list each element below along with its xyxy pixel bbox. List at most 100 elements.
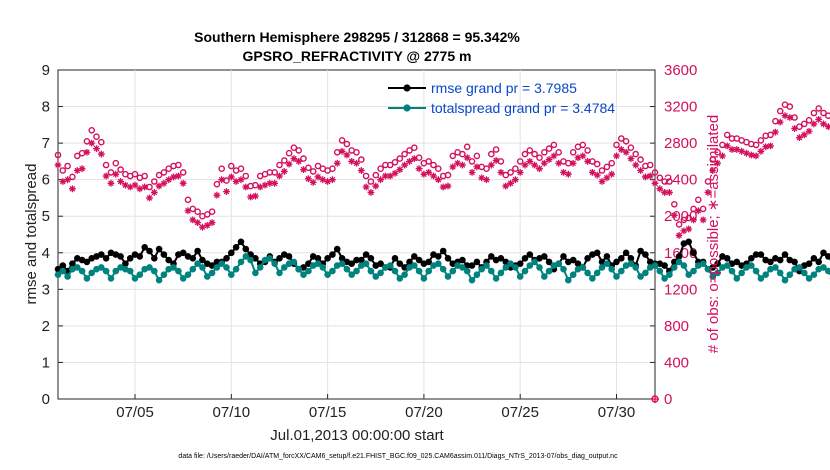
totalspread-point [319,264,327,271]
obs-possible-point [290,144,298,151]
rmse-point [146,247,153,255]
obs-assimilated-point [146,194,153,202]
totalspread-point [247,256,254,264]
obs-assimilated-point [564,170,572,178]
obs-possible-point [497,158,505,165]
obs-possible-point [695,196,702,204]
rmse-point [791,258,798,266]
rmse-point [497,254,505,262]
totalspread-point [367,267,375,275]
gridlines [58,70,655,399]
y-left-tick-label: 7 [42,135,50,152]
obs-assimilated-point [771,128,779,136]
totalspread-point [468,276,476,284]
obs-assimilated-point [670,211,678,219]
obs-possible-point [357,156,365,163]
obs-possible-point [276,161,283,169]
obs-assimilated-point [810,120,818,128]
totalspread-point [560,265,567,273]
obs-assimilated-point [357,167,365,174]
obs-assimilated-point [353,159,360,167]
obs-possible-point [401,150,408,158]
obs-possible-point [242,172,250,180]
rmse-point [435,253,442,260]
obs-possible-point [102,161,110,169]
totalspread-point [218,260,225,268]
totalspread-point [738,269,745,277]
obs-possible-point [704,178,712,185]
totalspread-point [492,275,500,282]
obs-assimilated-point [685,225,693,233]
obs-possible-point [651,169,659,176]
obs-possible-point [434,165,442,172]
totalspread-point [642,269,649,277]
totalspread-point [266,254,274,262]
obs-possible-point [362,172,370,180]
totalspread-point [516,273,524,280]
obs-assimilated-point [208,219,216,227]
totalspread-point [189,265,197,273]
obs-possible-point [444,171,452,179]
obs-assimilated-point [511,176,519,184]
totalspread-point [733,275,741,282]
obs-assimilated-point [661,189,669,196]
obs-possible-point [372,171,380,179]
rmse-point [613,258,620,266]
obs-possible-point [338,137,346,144]
obs-possible-point [333,148,341,156]
obs-assimilated-point [762,143,770,151]
rmse-point [136,253,144,260]
totalspread-point [102,267,110,275]
rmse-point [102,254,110,262]
obs-possible-point [463,143,471,151]
totalspread-point [709,273,717,280]
totalspread-point [449,267,457,275]
rmse-point [362,251,370,258]
obs-assimilated-point [189,216,197,224]
series-totalspread [54,253,830,284]
totalspread-point [545,267,553,275]
obs-possible-point [141,172,148,180]
obs-assimilated-point [704,189,712,196]
obs-assimilated-point [59,178,67,185]
obs-possible-point [810,109,818,117]
obs-possible-point [227,162,235,170]
obs-possible-point [285,149,293,157]
obs-possible-point [526,147,534,154]
rmse-point [329,251,336,258]
obs-assimilated-point [131,181,139,189]
totalspread-point [131,275,139,282]
rmse-point [155,245,163,253]
totalspread-point [728,267,736,275]
obs-possible-point [367,178,375,185]
y-right-tick-label: 2400 [664,172,697,189]
obs-assimilated-point [536,165,543,173]
obs-assimilated-point [478,174,486,182]
obs-possible-point [155,171,163,179]
totalspread-point [608,265,615,273]
obs-assimilated-point [603,174,611,182]
totalspread-point [136,271,144,279]
obs-possible-point [165,165,172,172]
obs-possible-point [184,196,192,204]
obs-assimilated-point [805,127,813,135]
obs-assimilated-point [391,169,399,177]
rmse-point [165,256,172,264]
x-tick-label: 07/20 [405,404,443,421]
obs-possible-point [757,137,765,144]
obs-assimilated-point [449,163,457,171]
totalspread-point [112,267,120,275]
obs-possible-point [377,165,384,172]
obs-assimilated-point [444,182,452,190]
totalspread-point [194,260,201,268]
obs-possible-point [175,161,182,169]
rmse-point [805,260,813,268]
obs-possible-point [300,155,307,162]
obs-possible-point [671,200,678,208]
totalspread-point [295,265,303,273]
obs-assimilated-point [757,147,765,155]
totalspread-point [83,275,91,282]
obs-assimilated-point [218,176,226,184]
obs-possible-point [815,105,823,112]
obs-possible-point [131,170,139,178]
